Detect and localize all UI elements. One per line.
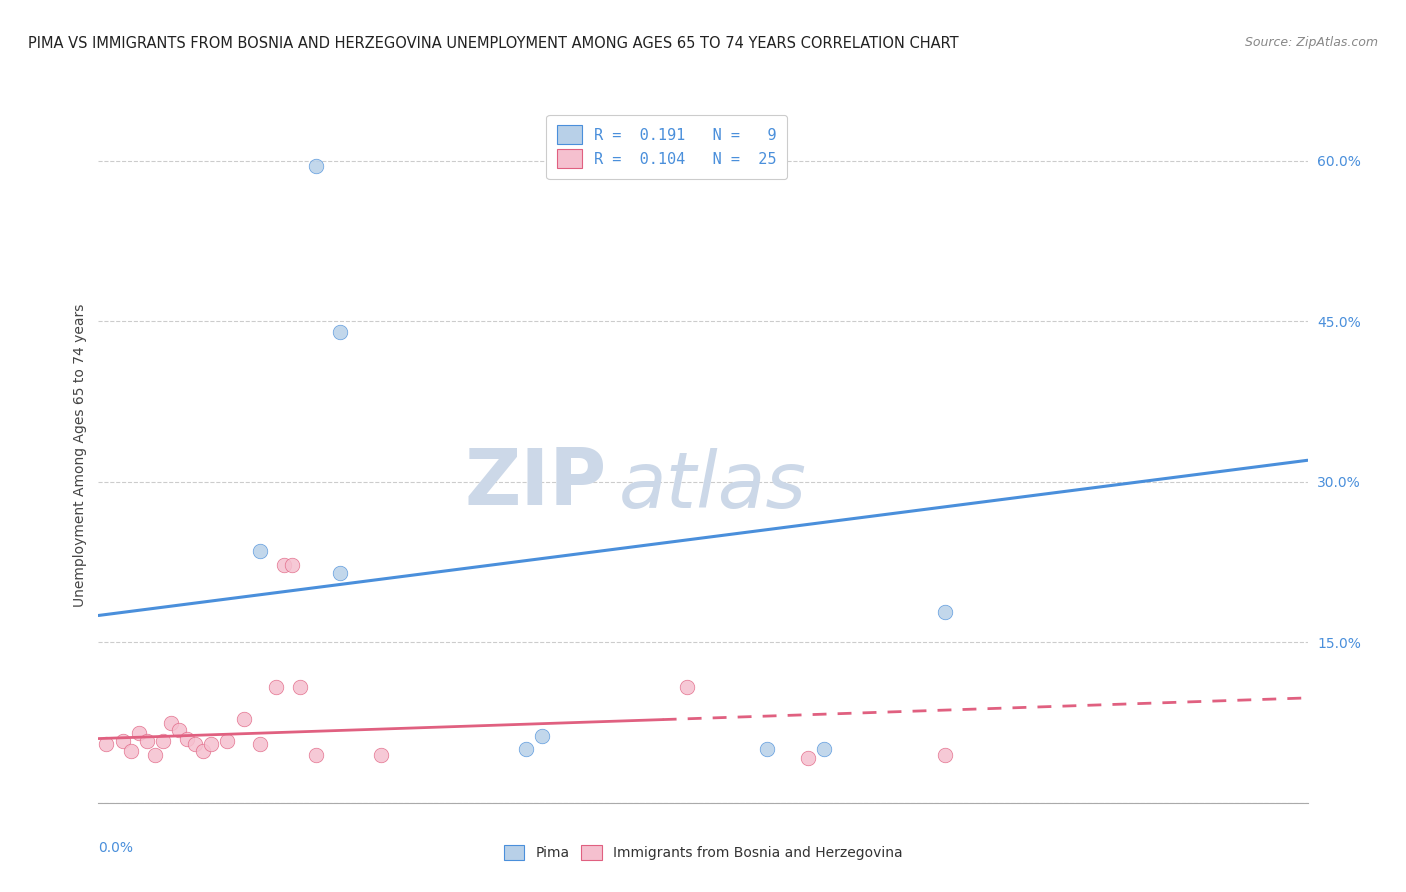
Point: [281, 558, 304, 573]
Point: [370, 747, 392, 762]
Point: [249, 737, 271, 751]
Point: [934, 605, 956, 619]
Point: [756, 742, 779, 756]
Point: [152, 733, 174, 747]
Legend: Pima, Immigrants from Bosnia and Herzegovina: Pima, Immigrants from Bosnia and Herzego…: [498, 839, 908, 865]
Point: [305, 159, 328, 173]
Point: [530, 730, 553, 744]
Point: [515, 742, 537, 756]
Point: [934, 747, 956, 762]
Point: [184, 737, 207, 751]
Point: [249, 544, 271, 558]
Point: [676, 680, 699, 694]
Point: [200, 737, 222, 751]
Point: [176, 731, 198, 746]
Point: [288, 680, 311, 694]
Point: [813, 742, 835, 756]
Point: [217, 733, 239, 747]
Point: [273, 558, 295, 573]
Point: [264, 680, 287, 694]
Point: [160, 715, 183, 730]
Point: [135, 733, 157, 747]
Text: ZIP: ZIP: [464, 445, 606, 521]
Point: [167, 723, 190, 737]
Point: [120, 744, 142, 758]
Point: [232, 712, 254, 726]
Point: [111, 733, 134, 747]
Text: Source: ZipAtlas.com: Source: ZipAtlas.com: [1244, 36, 1378, 49]
Text: PIMA VS IMMIGRANTS FROM BOSNIA AND HERZEGOVINA UNEMPLOYMENT AMONG AGES 65 TO 74 : PIMA VS IMMIGRANTS FROM BOSNIA AND HERZE…: [28, 36, 959, 51]
Y-axis label: Unemployment Among Ages 65 to 74 years: Unemployment Among Ages 65 to 74 years: [73, 303, 87, 607]
Text: 0.0%: 0.0%: [98, 841, 134, 855]
Text: atlas: atlas: [619, 448, 806, 524]
Point: [143, 747, 166, 762]
Point: [305, 747, 328, 762]
Point: [128, 726, 150, 740]
Point: [96, 737, 118, 751]
Point: [193, 744, 215, 758]
Point: [329, 325, 352, 339]
Point: [797, 751, 820, 765]
Point: [329, 566, 352, 580]
